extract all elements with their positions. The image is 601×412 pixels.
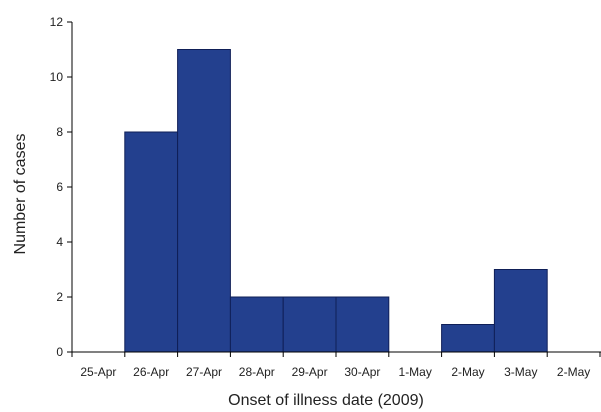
bar-3 [229,296,284,353]
bar-1 [124,131,179,353]
x-tick-label-9: 2-May [557,365,590,379]
y-tick-label-2: 4 [56,235,63,249]
x-tick-label-6: 1-May [399,365,432,379]
y-tick-label-0: 0 [56,345,63,359]
x-tick-label-3: 28-Apr [239,365,275,379]
y-tick-label-1: 2 [56,290,63,304]
y-tick-label-3: 6 [56,180,63,194]
y-tick-label-4: 8 [56,125,63,139]
bar-7 [441,324,495,353]
x-tick-label-5: 30-Apr [344,365,380,379]
x-tick-label-8: 3-May [504,365,537,379]
bar-2 [177,49,231,353]
x-tick-label-2: 27-Apr [186,365,222,379]
bar-8 [493,269,548,353]
y-tick-label-6: 12 [50,15,64,29]
y-tick-label-5: 10 [50,70,64,84]
x-tick-label-0: 25-Apr [80,365,116,379]
x-tick-label-1: 26-Apr [133,365,169,379]
bar-4 [282,296,337,353]
bars-group [124,49,548,353]
y-axis-title: Number of cases [12,134,29,255]
x-tick-label-4: 29-Apr [292,365,328,379]
x-axis-ticks: 25-Apr 26-Apr 27-Apr 28-Apr 29-Apr 30-Apr 1-Ma… [71,352,601,379]
y-axis-ticks: 0 2 4 6 8 10 12 [50,15,72,359]
x-tick-label-7: 2-May [451,365,484,379]
bar-5 [335,296,390,353]
x-axis-title: Onset of illness date (2009) [228,392,424,409]
